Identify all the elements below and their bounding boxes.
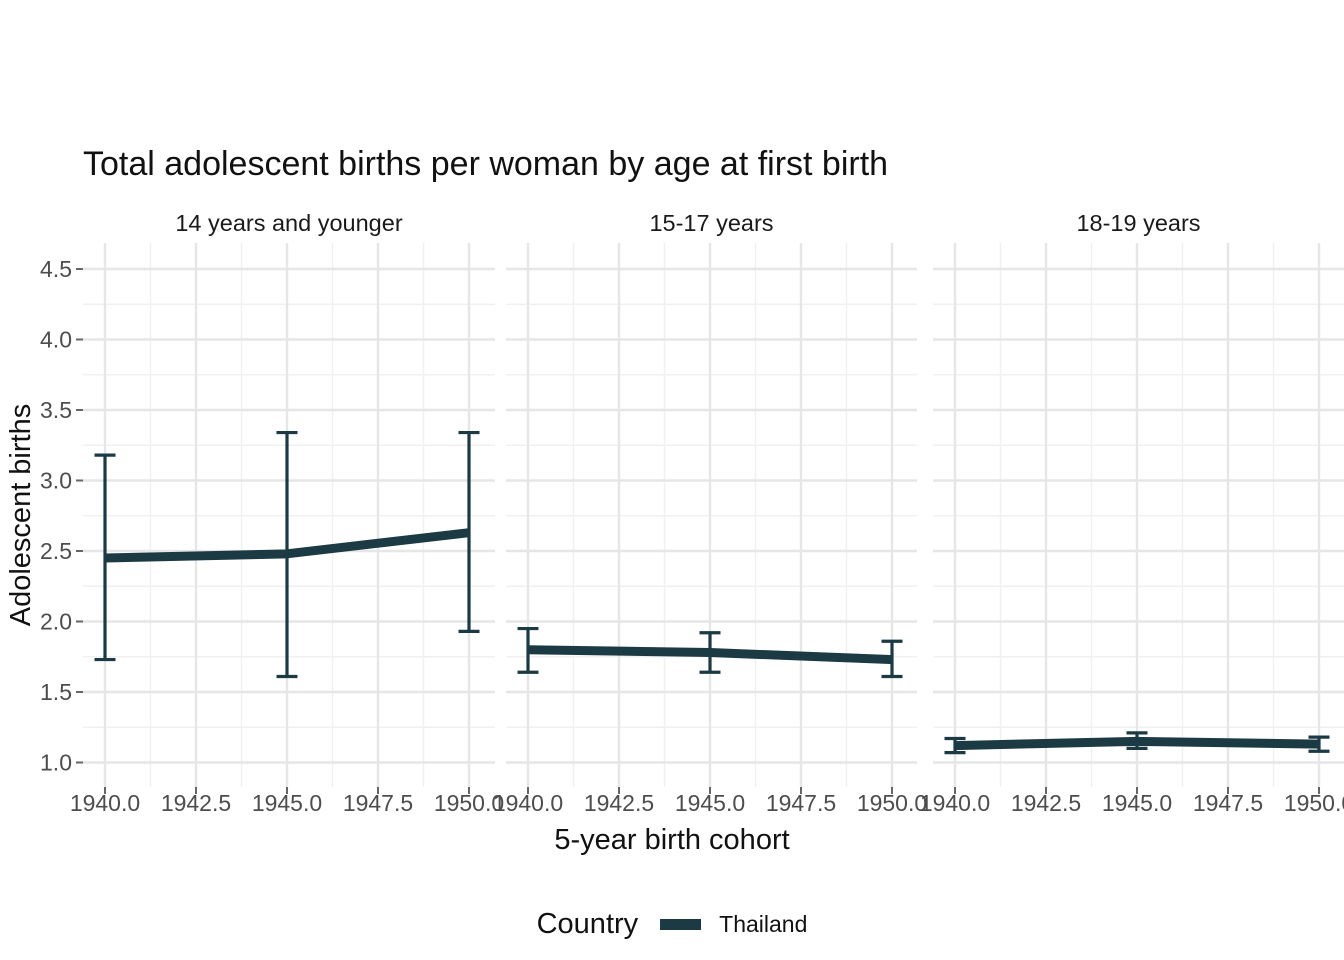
x-tick-label: 1942.5 [161, 790, 231, 816]
facet-strip-label: 14 years and younger [175, 210, 402, 236]
x-tick-label: 1945.0 [675, 790, 745, 816]
gridlines-minor [506, 243, 917, 787]
legend-label-thailand: Thailand [719, 910, 808, 937]
gridlines-major [933, 243, 1344, 787]
y-axis: 1.0 1.5 2.0 2.5 3.0 3.5 4.0 4.5 [40, 256, 83, 776]
y-tick-label: 2.5 [40, 538, 72, 564]
gridlines-minor [933, 243, 1344, 787]
series-line-thailand [954, 736, 1320, 751]
legend: Country Thailand [0, 901, 1344, 947]
x-tick-label: 1950.0 [434, 790, 504, 816]
x-axis-title: 5-year birth cohort [554, 824, 790, 856]
y-tick-label: 1.5 [40, 679, 72, 705]
y-axis-title: Adolescent births [5, 404, 37, 626]
x-tick-label: 1950.0 [1284, 790, 1344, 816]
x-tick-label: 1940.0 [70, 790, 140, 816]
facet-strip-label: 18-19 years [1076, 210, 1200, 236]
y-tick-label: 3.5 [40, 397, 72, 423]
x-tick-label: 1950.0 [857, 790, 927, 816]
x-axis: 1940.0 1942.5 1945.0 1947.5 1950.0 [70, 787, 504, 816]
series-line-thailand [527, 645, 893, 665]
chart-title: Total adolescent births per woman by age… [83, 145, 889, 183]
legend-swatch-thailand [660, 918, 702, 930]
gridlines-major [83, 243, 495, 787]
x-axis: 1940.0 1942.5 1945.0 1947.5 1950.0 [493, 787, 927, 816]
y-tick-label: 3.0 [40, 468, 72, 494]
gridlines-major [506, 243, 917, 787]
x-tick-label: 1947.5 [1193, 790, 1263, 816]
y-tick-label: 2.0 [40, 609, 72, 635]
x-tick-label: 1942.5 [584, 790, 654, 816]
y-tick-label: 1.0 [40, 750, 72, 776]
facet-panel-2: 18-19 years 1940.0 1942.5 1945.0 1947.5 1950.… [920, 210, 1344, 816]
error-bar [458, 430, 480, 633]
gridlines-minor [83, 243, 495, 787]
x-tick-label: 1942.5 [1011, 790, 1081, 816]
y-tick-label: 4.0 [40, 327, 72, 353]
legend-title: Country [536, 907, 639, 940]
facet-strip-label: 15-17 years [649, 210, 773, 236]
x-axis: 1940.0 1942.5 1945.0 1947.5 1950.0 [920, 787, 1344, 816]
x-tick-label: 1947.5 [343, 790, 413, 816]
x-tick-label: 1945.0 [252, 790, 322, 816]
series-line-thailand [104, 528, 470, 563]
x-tick-label: 1947.5 [766, 790, 836, 816]
x-tick-label: 1940.0 [920, 790, 990, 816]
x-tick-label: 1940.0 [493, 790, 563, 816]
facet-panel-1: 15-17 years 1940.0 1942.5 1945.0 1947.5 1950.… [493, 210, 927, 816]
y-tick-label: 4.5 [40, 256, 72, 282]
x-tick-label: 1945.0 [1102, 790, 1172, 816]
